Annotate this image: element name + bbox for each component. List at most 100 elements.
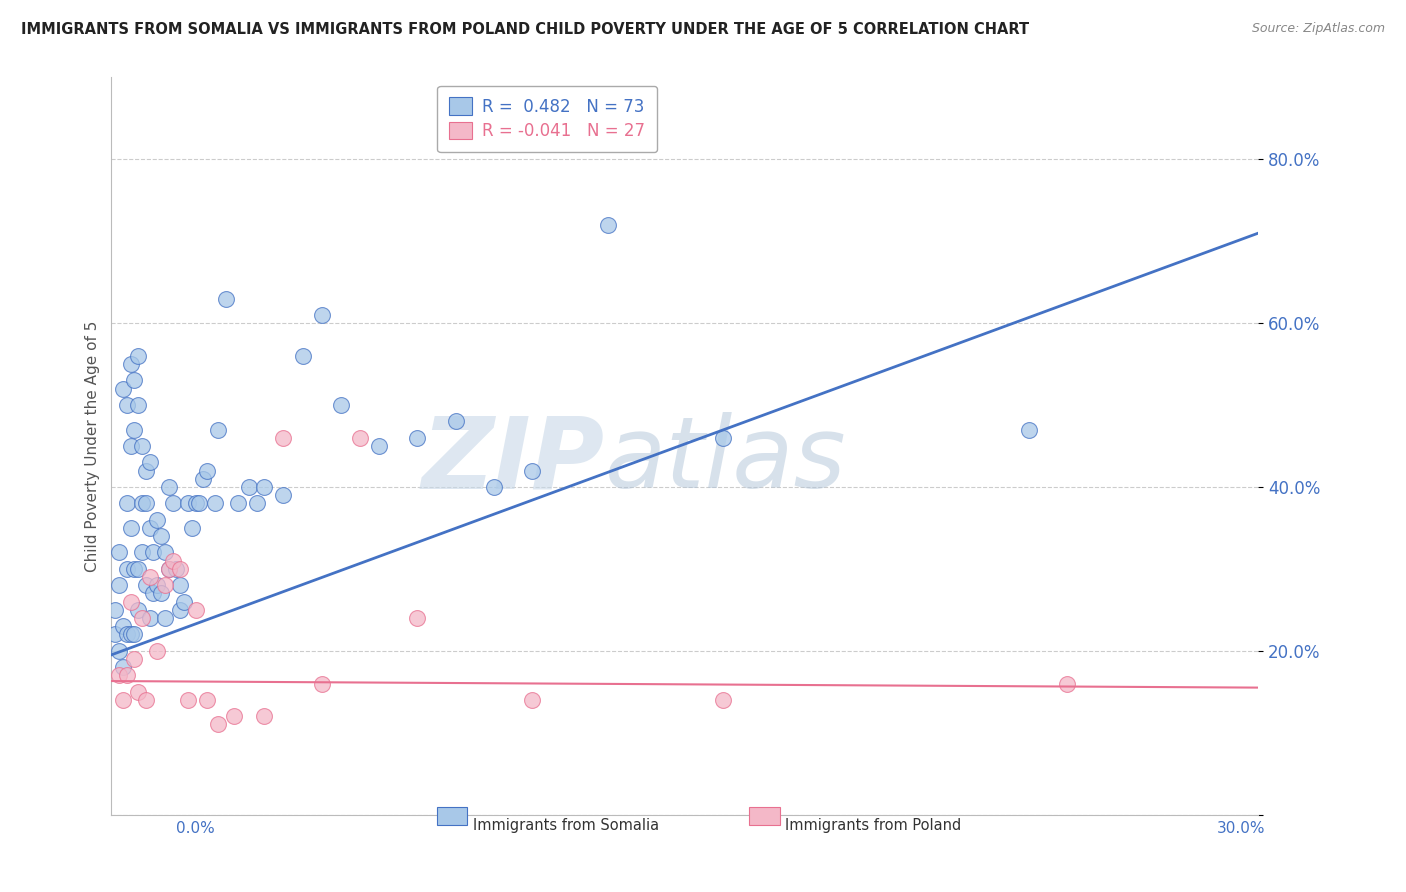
Point	[120, 627, 142, 641]
Point	[131, 496, 153, 510]
Point	[184, 603, 207, 617]
Point	[135, 464, 157, 478]
Point	[124, 423, 146, 437]
Text: Immigrants from Somalia: Immigrants from Somalia	[472, 818, 659, 833]
Point	[138, 455, 160, 469]
Point	[131, 439, 153, 453]
Point	[195, 693, 218, 707]
Point	[135, 693, 157, 707]
Point	[127, 684, 149, 698]
Point	[108, 578, 131, 592]
Point	[253, 709, 276, 723]
Point	[115, 627, 138, 641]
Point	[124, 562, 146, 576]
Point	[111, 619, 134, 633]
Point	[165, 562, 187, 576]
Point	[177, 693, 200, 707]
Point	[142, 545, 165, 559]
Point	[169, 562, 191, 576]
Point	[180, 521, 202, 535]
Point	[598, 218, 620, 232]
Text: ZIP: ZIP	[422, 412, 605, 509]
Point	[157, 480, 180, 494]
Point	[226, 496, 249, 510]
Point	[169, 578, 191, 592]
Point	[444, 414, 467, 428]
Point	[127, 398, 149, 412]
Point	[124, 652, 146, 666]
Point	[146, 578, 169, 592]
Point	[162, 496, 184, 510]
Point	[135, 578, 157, 592]
Point	[153, 611, 176, 625]
Point	[157, 562, 180, 576]
Point	[368, 439, 391, 453]
Point	[115, 562, 138, 576]
Text: 30.0%: 30.0%	[1218, 821, 1265, 836]
Point	[195, 464, 218, 478]
Point	[150, 529, 173, 543]
Point	[108, 644, 131, 658]
Point	[482, 480, 505, 494]
Point	[146, 513, 169, 527]
Point	[193, 472, 215, 486]
Point	[406, 611, 429, 625]
Point	[169, 603, 191, 617]
Text: Immigrants from Poland: Immigrants from Poland	[785, 818, 962, 833]
Point	[120, 357, 142, 371]
Point	[127, 603, 149, 617]
Point	[111, 660, 134, 674]
Point	[207, 423, 229, 437]
Text: IMMIGRANTS FROM SOMALIA VS IMMIGRANTS FROM POLAND CHILD POVERTY UNDER THE AGE OF: IMMIGRANTS FROM SOMALIA VS IMMIGRANTS FR…	[21, 22, 1029, 37]
Point	[115, 398, 138, 412]
Text: 0.0%: 0.0%	[176, 821, 215, 836]
Point	[520, 464, 543, 478]
Point	[115, 668, 138, 682]
Point	[131, 545, 153, 559]
Point	[104, 627, 127, 641]
Point	[131, 611, 153, 625]
Point	[311, 676, 333, 690]
Point	[111, 382, 134, 396]
Point	[108, 545, 131, 559]
Point	[124, 374, 146, 388]
Point	[520, 693, 543, 707]
Point	[120, 521, 142, 535]
Y-axis label: Child Poverty Under the Age of 5: Child Poverty Under the Age of 5	[86, 320, 100, 572]
Point	[291, 349, 314, 363]
Point	[273, 431, 295, 445]
Point	[153, 578, 176, 592]
Point	[406, 431, 429, 445]
Point	[1018, 423, 1040, 437]
Point	[215, 292, 238, 306]
Point	[138, 570, 160, 584]
Point	[138, 611, 160, 625]
Point	[127, 349, 149, 363]
Point	[273, 488, 295, 502]
Point	[108, 668, 131, 682]
Point	[124, 627, 146, 641]
Point	[111, 693, 134, 707]
Point	[120, 439, 142, 453]
Text: Source: ZipAtlas.com: Source: ZipAtlas.com	[1251, 22, 1385, 36]
Point	[115, 496, 138, 510]
Legend: R =  0.482   N = 73, R = -0.041   N = 27: R = 0.482 N = 73, R = -0.041 N = 27	[437, 86, 657, 153]
Point	[177, 496, 200, 510]
Point	[146, 644, 169, 658]
Point	[222, 709, 245, 723]
Point	[711, 693, 734, 707]
Point	[127, 562, 149, 576]
Point	[150, 586, 173, 600]
Point	[329, 398, 352, 412]
Text: atlas: atlas	[605, 412, 846, 509]
Point	[153, 545, 176, 559]
Point	[142, 586, 165, 600]
Point	[204, 496, 226, 510]
Point	[1056, 676, 1078, 690]
Point	[349, 431, 371, 445]
Point	[162, 554, 184, 568]
Point	[173, 594, 195, 608]
Point	[135, 496, 157, 510]
Point	[188, 496, 211, 510]
Point	[184, 496, 207, 510]
